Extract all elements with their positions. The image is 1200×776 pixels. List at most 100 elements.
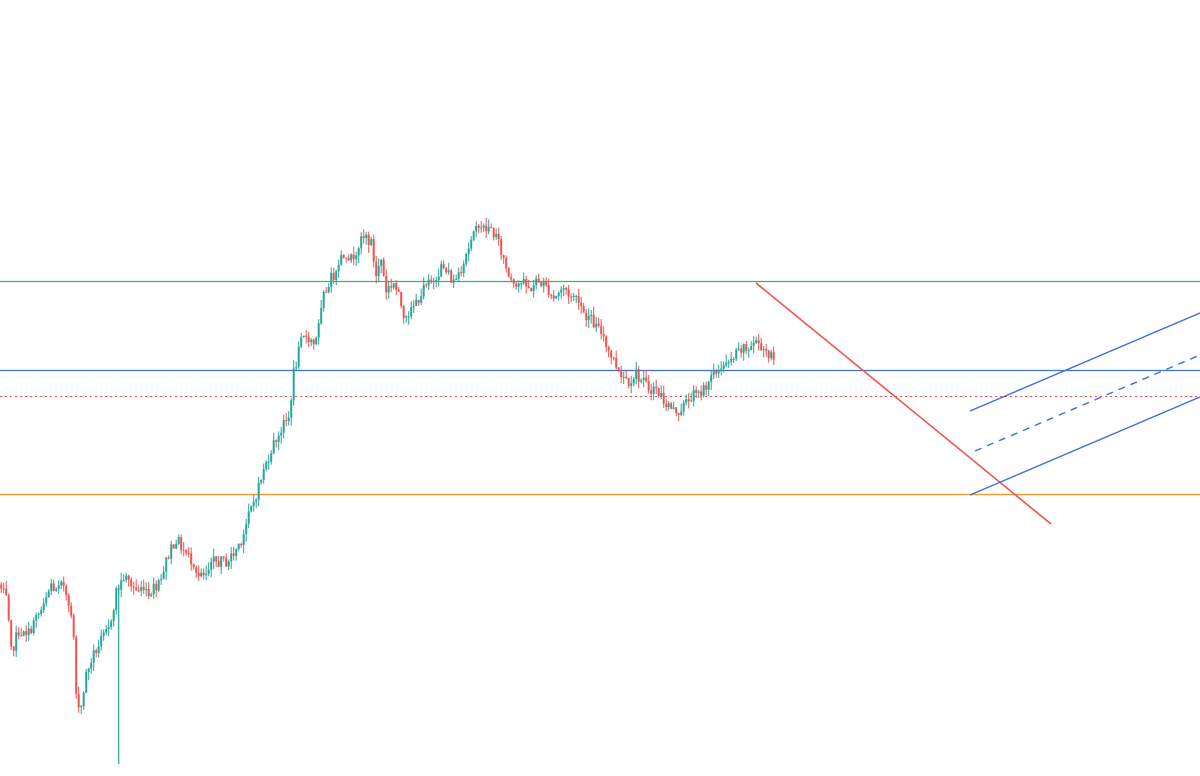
candle-body [200, 572, 203, 577]
candle-body [357, 248, 360, 256]
candle-body [437, 276, 440, 281]
candle-body [270, 453, 273, 462]
candle-body [762, 348, 765, 351]
candle-body [307, 336, 310, 343]
candle-body [177, 537, 180, 544]
candle-body [445, 268, 448, 273]
candle-body [615, 357, 618, 368]
candle-body [332, 272, 335, 280]
candle-body [602, 334, 605, 337]
candle-body [682, 402, 685, 412]
candle-body [550, 295, 553, 297]
candle-body [260, 479, 263, 483]
candle-body [67, 595, 70, 606]
candle-body [757, 340, 760, 344]
candle-body [292, 368, 295, 401]
candle-body [500, 239, 503, 255]
candle-body [525, 279, 528, 287]
candle-body [162, 571, 165, 579]
candle-body [360, 236, 363, 249]
candle-body [665, 403, 668, 408]
candle-body [455, 279, 458, 281]
candle-body [635, 369, 638, 379]
candle-body [310, 339, 313, 343]
candle-body [587, 315, 590, 321]
candle-body [652, 386, 655, 394]
drawings-layer [0, 280, 1200, 496]
candle-body [352, 254, 355, 260]
candle-body [427, 279, 430, 286]
candle-body [422, 284, 425, 297]
candle-body [477, 226, 480, 228]
candle-body [175, 543, 178, 549]
candle-body [290, 400, 293, 418]
candle-body [672, 407, 675, 409]
candle-body [732, 358, 735, 360]
candle-body [467, 248, 470, 255]
candle-body [642, 377, 645, 381]
candle-body [315, 337, 318, 345]
candle-body [232, 553, 235, 556]
candle-body [667, 403, 670, 408]
channel-lower-line [969, 396, 1200, 496]
candle-body [187, 553, 190, 555]
candle-body [52, 583, 55, 591]
candle-body [207, 569, 210, 574]
candle-body [32, 620, 35, 634]
candle-body [540, 282, 543, 286]
candle-body [35, 615, 38, 621]
candle-body [640, 380, 643, 382]
candle-body [725, 362, 728, 365]
candle-body [25, 631, 28, 635]
candle-body [425, 284, 428, 286]
candle-body [420, 296, 423, 303]
candle-body [680, 411, 683, 415]
candle-body [212, 556, 215, 562]
candle-body [247, 511, 250, 524]
candle-body [382, 259, 385, 276]
candle-body [557, 292, 560, 296]
candle-body [107, 626, 110, 629]
candle-body [630, 383, 633, 386]
candle-body [535, 278, 538, 286]
candle-body [95, 650, 98, 654]
candle-body [485, 225, 488, 232]
candle-body [275, 440, 278, 442]
candle-body [340, 255, 343, 265]
candle-body [115, 588, 118, 611]
candle-body [80, 706, 83, 708]
candle-body [362, 236, 365, 239]
candle-body [715, 370, 718, 374]
candle-body [377, 265, 380, 277]
candle-body [40, 610, 43, 615]
candle-body [600, 325, 603, 335]
candle-body [37, 614, 40, 616]
candle-body [730, 359, 733, 362]
candle-body [705, 385, 708, 390]
candle-body [127, 575, 130, 580]
candle-body [82, 692, 85, 707]
candle-body [412, 305, 415, 308]
candle-body [712, 370, 715, 375]
candle-body [740, 348, 743, 353]
candle-body [432, 280, 435, 282]
candle-body [45, 597, 48, 604]
candle-body [567, 289, 570, 297]
candle-body [55, 588, 58, 591]
candle-body [435, 280, 438, 282]
candle-body [522, 279, 525, 284]
candle-body [555, 295, 558, 299]
candle-body [235, 549, 238, 556]
candle-body [255, 499, 258, 502]
candle-body [305, 335, 308, 337]
candle-body [617, 367, 620, 372]
candle-body [262, 469, 265, 480]
candle-body [530, 288, 533, 291]
candle-body [647, 381, 650, 391]
candle-body [755, 340, 758, 343]
candle-body [542, 281, 545, 286]
candle-body [375, 261, 378, 277]
candle-body [452, 279, 455, 283]
candle-body [597, 323, 600, 326]
